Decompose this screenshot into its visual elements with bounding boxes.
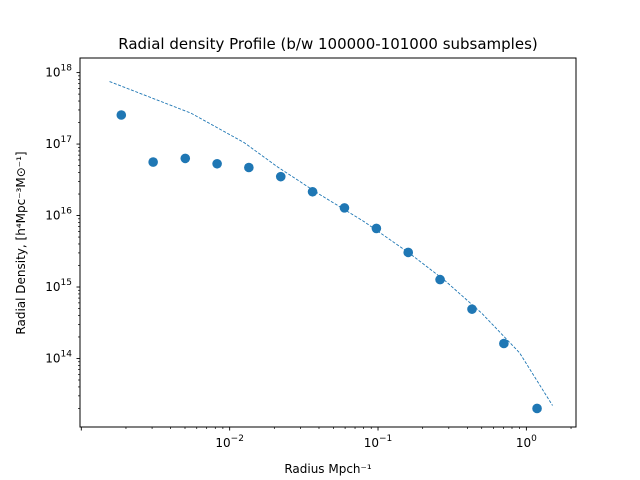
axes-frame: [79, 57, 577, 428]
data-point: [148, 157, 158, 167]
data-point: [307, 186, 318, 197]
plot-area: [109, 81, 553, 414]
y-axis-label: Radial Density, [h⁴Mpc⁻³M⊙⁻¹]: [14, 151, 28, 334]
data-point: [116, 110, 127, 120]
data-point: [499, 338, 509, 349]
chart-title: Radial density Profile (b/w 100000-10100…: [118, 35, 538, 53]
data-point: [212, 158, 222, 169]
y-axis-ticks: 1014 1015 1016 1017 1018: [45, 64, 80, 409]
x-tick-label: 10−2: [215, 434, 244, 450]
data-point: [180, 153, 191, 164]
x-tick-label: 100: [516, 434, 537, 450]
data-point: [532, 403, 542, 414]
data-point: [467, 304, 477, 314]
y-tick-label: 1018: [45, 64, 72, 80]
y-tick-label: 1014: [45, 349, 72, 365]
fit-line: [109, 81, 553, 406]
data-point: [435, 274, 445, 285]
x-axis-ticks: 10−2 10−1 100: [80, 427, 572, 450]
y-tick-label: 1017: [45, 135, 72, 151]
data-point: [339, 203, 350, 213]
y-tick-label: 1016: [45, 207, 72, 223]
x-tick-label: 10−1: [364, 434, 393, 450]
data-point: [371, 223, 382, 234]
data-point: [403, 247, 414, 258]
data-point: [275, 171, 286, 182]
y-tick-label: 1015: [45, 278, 72, 294]
x-axis-label: Radius Mpch⁻¹: [284, 462, 372, 476]
data-point: [244, 162, 254, 173]
